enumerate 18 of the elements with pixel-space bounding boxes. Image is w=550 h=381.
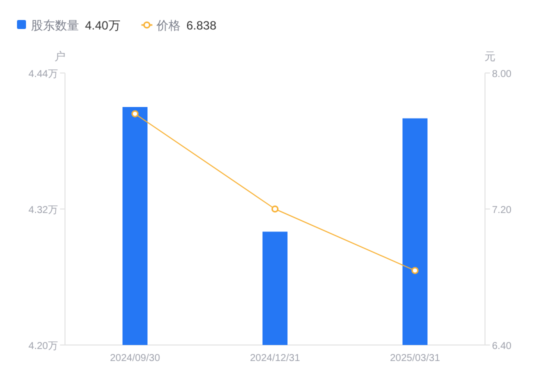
y-axis-title: 户 xyxy=(54,50,66,63)
y2-axis-title: 元 xyxy=(484,51,496,63)
x-tick-label: 2024/12/31 xyxy=(250,353,300,364)
point xyxy=(271,205,279,213)
point xyxy=(131,110,139,118)
y2-tick-label: 7.20 xyxy=(492,205,512,216)
legend-label: 股东数量 xyxy=(31,18,79,32)
text: 6.838 xyxy=(186,18,217,32)
text: 4.40万 xyxy=(85,18,120,32)
x-tick-label: 2025/03/31 xyxy=(390,353,440,364)
y-tick-label: 4.20万 xyxy=(28,341,58,352)
y-tick-label: 4.32万 xyxy=(28,205,58,216)
legend-label: 价格 xyxy=(155,18,180,32)
x-tick-label: 2024/09/30 xyxy=(110,353,160,364)
y-tick-label: 4.44万 xyxy=(28,69,58,80)
point xyxy=(411,266,419,274)
y2-tick-label: 8.00 xyxy=(492,69,512,80)
y2-tick-label: 6.40 xyxy=(492,341,512,352)
